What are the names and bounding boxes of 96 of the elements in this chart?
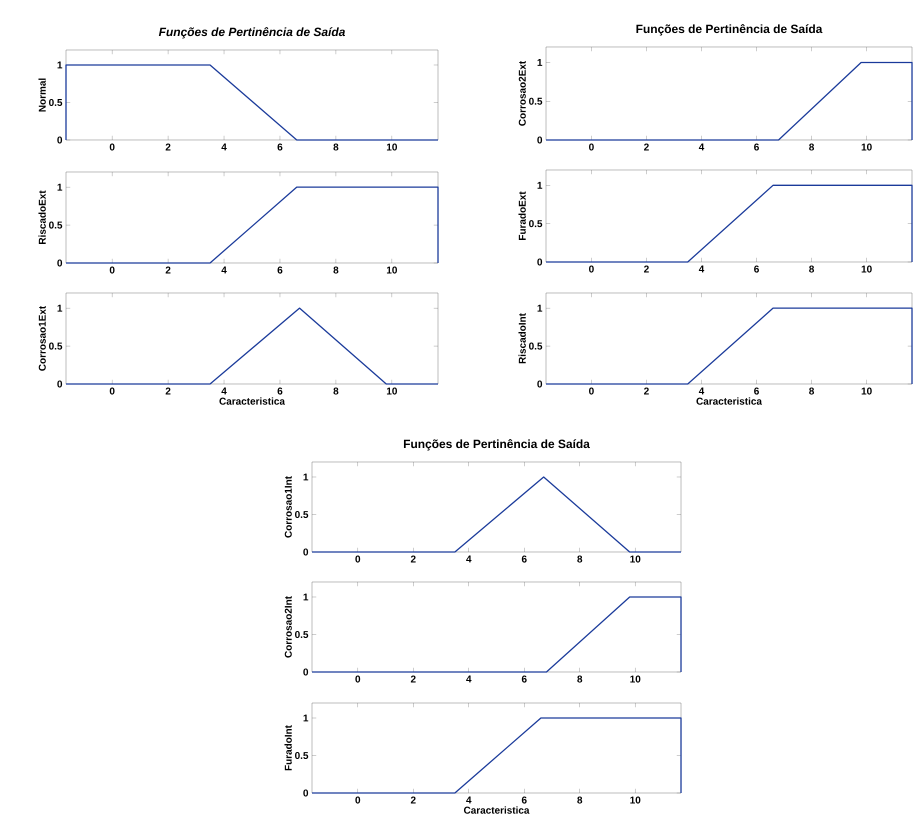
- x-tick-label: 0: [589, 266, 594, 273]
- x-tick-label: 2: [410, 796, 416, 804]
- x-tick-label: 6: [278, 144, 282, 151]
- y-tick-label: 0: [537, 380, 542, 388]
- x-tick-label: 2: [166, 266, 170, 274]
- x-tick-label: 0: [110, 266, 115, 274]
- y-tick-label: 0.5: [49, 342, 62, 350]
- x-tick-label: 8: [577, 556, 582, 563]
- x-tick-label: 0: [355, 556, 360, 563]
- x-tick-label: 4: [221, 388, 227, 394]
- x-tick-label: 8: [809, 144, 814, 151]
- x-tick-label: 6: [522, 556, 527, 563]
- x-tick-label: 0: [355, 676, 360, 683]
- x-tick-label: 8: [577, 676, 582, 683]
- x-tick-label: 4: [698, 266, 704, 272]
- x-tick-label: 10: [630, 676, 640, 683]
- x-tick-label: 0: [589, 144, 594, 151]
- y-tick-label: 0: [57, 259, 62, 267]
- y-tick-label: 0: [303, 548, 308, 556]
- x-tick-label: 10: [386, 266, 397, 274]
- y-tick-label: 0: [303, 668, 308, 676]
- y-axis-title: Corrosao2Ext: [518, 60, 526, 126]
- y-tick-label: 1: [58, 184, 62, 191]
- y-axis-title: FuradoInt: [284, 725, 292, 770]
- y-axis-title: FuradoExt: [518, 191, 526, 240]
- y-tick-label: 0: [57, 136, 62, 144]
- x-axis-title: Caracteristica: [696, 397, 762, 405]
- chart-title: Funções de Pertinência de Saída: [404, 439, 590, 450]
- y-axis-title: Corrosao1Int: [284, 476, 292, 538]
- y-tick-label: 1: [538, 59, 542, 66]
- x-tick-label: 4: [221, 144, 227, 150]
- y-tick-label: 1: [538, 304, 542, 312]
- x-tick-label: 0: [110, 144, 115, 151]
- x-tick-label: 10: [630, 796, 640, 804]
- y-axis-title: RiscadoExt: [38, 190, 46, 244]
- y-tick-label: 1: [58, 304, 62, 312]
- x-tick-label: 6: [522, 796, 527, 804]
- x-tick-label: 8: [577, 796, 582, 804]
- x-tick-label: 10: [862, 388, 872, 395]
- x-tick-label: 4: [698, 388, 704, 394]
- y-tick-label: 0.5: [295, 510, 308, 518]
- chart-title: Funções de Pertinência de Saída: [158, 27, 345, 38]
- x-tick-label: 8: [333, 144, 338, 151]
- x-tick-label: 4: [466, 556, 472, 562]
- x-tick-label: 10: [386, 144, 397, 151]
- y-tick-label: 0: [537, 258, 542, 266]
- x-tick-label: 4: [466, 676, 472, 682]
- x-tick-label: 4: [221, 266, 227, 274]
- x-axis-title: Caracteristica: [219, 397, 286, 405]
- x-tick-label: 2: [644, 266, 649, 272]
- x-tick-label: 8: [333, 388, 338, 395]
- x-tick-label: 4: [698, 144, 704, 150]
- x-axis-title: Caracteristica: [464, 806, 530, 814]
- y-tick-label: 1: [58, 62, 62, 68]
- y-tick-label: 0.5: [295, 630, 308, 638]
- x-tick-label: 6: [754, 388, 759, 395]
- x-tick-label: 2: [166, 388, 170, 394]
- x-tick-label: 6: [754, 266, 759, 273]
- y-axis-title: Corrosao1Ext: [38, 306, 46, 371]
- x-tick-label: 4: [466, 796, 472, 804]
- x-tick-label: 8: [809, 266, 814, 273]
- y-tick-label: 0.5: [529, 342, 542, 350]
- x-tick-label: 2: [410, 676, 416, 682]
- y-tick-label: 0.5: [295, 752, 308, 760]
- x-tick-label: 6: [754, 144, 759, 151]
- x-tick-label: 10: [862, 266, 872, 273]
- x-tick-label: 8: [809, 388, 814, 395]
- x-tick-label: 6: [278, 266, 282, 274]
- y-tick-label: 0: [537, 136, 542, 144]
- x-tick-label: 0: [110, 388, 115, 395]
- x-tick-label: 2: [644, 144, 649, 150]
- x-tick-label: 6: [278, 388, 282, 395]
- x-tick-label: 2: [410, 556, 416, 562]
- y-tick-label: 0.5: [529, 220, 542, 228]
- y-tick-label: 1: [304, 474, 308, 480]
- y-axis-title: Corrosao2Int: [284, 596, 292, 658]
- y-tick-label: 0.5: [49, 98, 62, 106]
- x-tick-label: 10: [862, 144, 872, 151]
- x-tick-label: 2: [166, 144, 170, 150]
- x-tick-label: 0: [589, 388, 594, 395]
- x-tick-label: 10: [386, 388, 397, 395]
- y-tick-label: 1: [304, 714, 308, 722]
- x-tick-label: 0: [355, 796, 360, 804]
- x-tick-label: 8: [333, 266, 338, 274]
- y-tick-label: 0.5: [49, 222, 62, 229]
- y-tick-label: 1: [304, 594, 308, 600]
- x-tick-label: 2: [644, 388, 649, 394]
- y-axis-title: RiscadoInt: [518, 313, 526, 364]
- y-tick-label: 1: [538, 182, 542, 189]
- x-tick-label: 6: [522, 676, 527, 683]
- chart-title: Funções de Pertinência de Saída: [636, 24, 822, 36]
- y-tick-label: 0.5: [529, 98, 542, 105]
- x-tick-label: 10: [630, 556, 640, 563]
- y-tick-label: 0: [57, 380, 62, 388]
- y-tick-label: 0: [303, 789, 308, 797]
- y-axis-title: Normal: [38, 78, 46, 112]
